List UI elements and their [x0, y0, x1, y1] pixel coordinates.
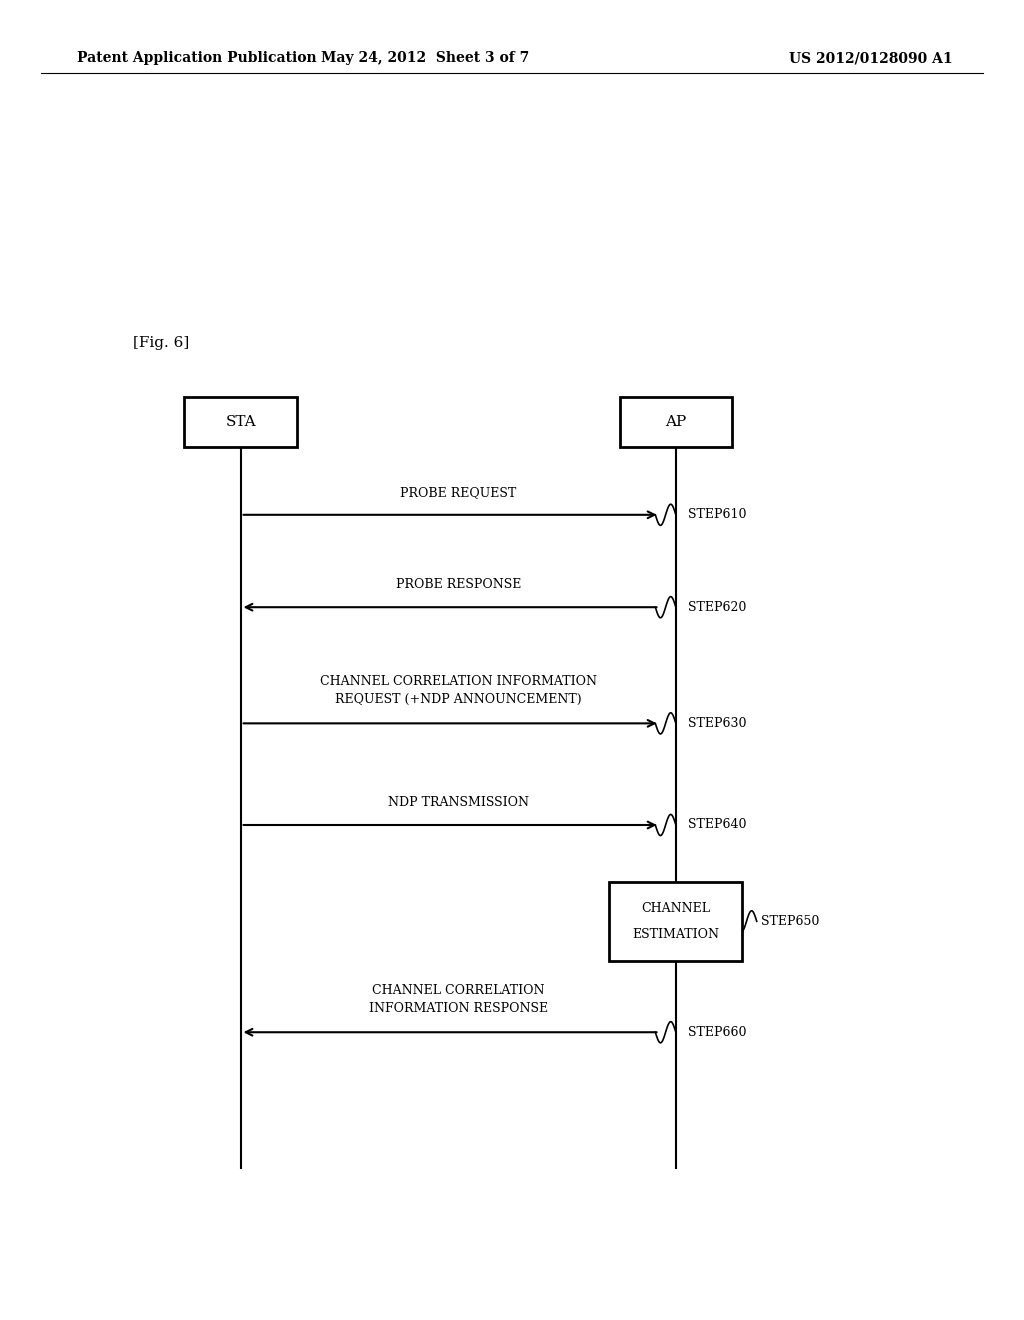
Bar [184, 397, 297, 447]
Text: CHANNEL CORRELATION: CHANNEL CORRELATION [372, 983, 545, 997]
Text: STEP650: STEP650 [761, 915, 819, 928]
Bar [620, 397, 732, 447]
Text: Patent Application Publication: Patent Application Publication [77, 51, 316, 65]
Text: NDP TRANSMISSION: NDP TRANSMISSION [388, 796, 528, 809]
Text: STA: STA [225, 416, 256, 429]
Text: STEP660: STEP660 [688, 1026, 746, 1039]
Text: May 24, 2012  Sheet 3 of 7: May 24, 2012 Sheet 3 of 7 [321, 51, 529, 65]
Text: STEP640: STEP640 [688, 818, 746, 832]
Text: CHANNEL CORRELATION INFORMATION: CHANNEL CORRELATION INFORMATION [319, 675, 597, 688]
Text: INFORMATION RESPONSE: INFORMATION RESPONSE [369, 1002, 548, 1015]
Text: STEP630: STEP630 [688, 717, 746, 730]
Text: PROBE REQUEST: PROBE REQUEST [400, 486, 516, 499]
Text: US 2012/0128090 A1: US 2012/0128090 A1 [788, 51, 952, 65]
Text: PROBE RESPONSE: PROBE RESPONSE [395, 578, 521, 591]
Text: STEP610: STEP610 [688, 508, 746, 521]
Text: STEP620: STEP620 [688, 601, 746, 614]
Bar [609, 882, 742, 961]
Text: CHANNEL: CHANNEL [641, 902, 711, 915]
Text: AP: AP [666, 416, 686, 429]
Text: ESTIMATION: ESTIMATION [633, 928, 719, 941]
Text: REQUEST (+NDP ANNOUNCEMENT): REQUEST (+NDP ANNOUNCEMENT) [335, 693, 582, 706]
Text: [Fig. 6]: [Fig. 6] [133, 337, 189, 350]
